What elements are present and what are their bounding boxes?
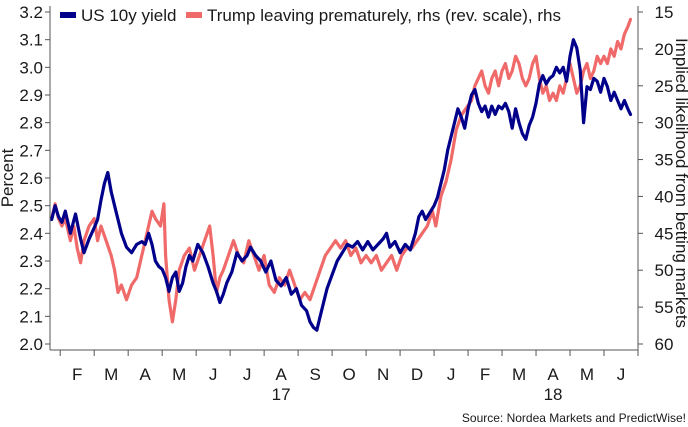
left-tick-label: 2.9 <box>19 86 43 105</box>
right-tick-label: 15 <box>655 3 674 22</box>
right-tick-label: 25 <box>655 77 674 96</box>
x-year-label: 18 <box>544 385 563 404</box>
right-tick-label: 30 <box>655 114 674 133</box>
right-tick-label: 60 <box>655 335 674 354</box>
x-year-label: 17 <box>272 385 291 404</box>
x-month-label: M <box>104 365 118 384</box>
left-axis-title: Percent <box>0 148 17 207</box>
left-tick-label: 2.4 <box>19 224 43 243</box>
left-tick-label: 2.5 <box>19 197 43 216</box>
axes: 2.02.12.22.32.42.52.62.72.82.93.03.13.2 … <box>19 3 673 404</box>
right-tick-label: 50 <box>655 261 674 280</box>
legend-label-us10y: US 10y yield <box>81 6 176 25</box>
left-tick-label: 2.3 <box>19 252 43 271</box>
right-axis-ticks: 15 20 25 30 35 40 45 50 55 60 <box>638 3 673 354</box>
left-tick-label: 2.6 <box>19 169 43 188</box>
right-axis-title: Implied likelihood from betting markets <box>672 38 688 328</box>
x-month-label: F <box>480 365 490 384</box>
x-month-label: D <box>411 365 423 384</box>
x-month-label: A <box>547 365 559 384</box>
left-tick-label: 3.0 <box>19 58 43 77</box>
left-tick-label: 2.1 <box>19 307 43 326</box>
right-tick-label: 45 <box>655 224 674 243</box>
left-tick-label: 2.8 <box>19 114 43 133</box>
x-month-label: M <box>512 365 526 384</box>
right-tick-label: 35 <box>655 151 674 170</box>
legend: US 10y yield Trump leaving prematurely, … <box>60 6 561 25</box>
x-axis-ticks: F M A M J J A S O N D J F M A M J 17 18 <box>59 350 639 404</box>
series-lines <box>50 17 633 332</box>
x-month-label: J <box>447 365 456 384</box>
x-month-label: M <box>580 365 594 384</box>
series-line-trump <box>50 17 633 324</box>
right-tick-label: 40 <box>655 187 674 206</box>
x-month-label: J <box>243 365 252 384</box>
left-tick-label: 2.2 <box>19 280 43 299</box>
legend-swatch-us10y <box>60 12 76 18</box>
x-month-label: S <box>309 365 320 384</box>
right-tick-label: 20 <box>655 40 674 59</box>
legend-label-trump: Trump leaving prematurely, rhs (rev. sca… <box>207 6 561 25</box>
left-axis-ticks: 2.0 2.1 2.2 2.3 2.4 2.5 2.6 2.7 2.8 2.9 3.0 3.1 3.2 <box>19 3 50 354</box>
x-month-label: J <box>209 365 218 384</box>
left-tick-label: 2.7 <box>19 141 43 160</box>
left-tick-label: 2.0 <box>19 335 43 354</box>
legend-swatch-trump <box>186 12 202 18</box>
x-month-label: F <box>72 365 82 384</box>
left-tick-label: 3.1 <box>19 31 43 50</box>
series-line-us10y <box>50 38 633 332</box>
x-month-label: O <box>342 365 355 384</box>
right-tick-label: 55 <box>655 298 674 317</box>
x-month-label: A <box>275 365 287 384</box>
x-month-label: M <box>172 365 186 384</box>
x-month-label: A <box>139 365 151 384</box>
source-note: Source: Nordea Markets and PredictWise! <box>462 411 686 425</box>
x-month-label: N <box>377 365 389 384</box>
left-tick-label: 3.2 <box>19 3 43 22</box>
x-month-label: J <box>617 365 626 384</box>
